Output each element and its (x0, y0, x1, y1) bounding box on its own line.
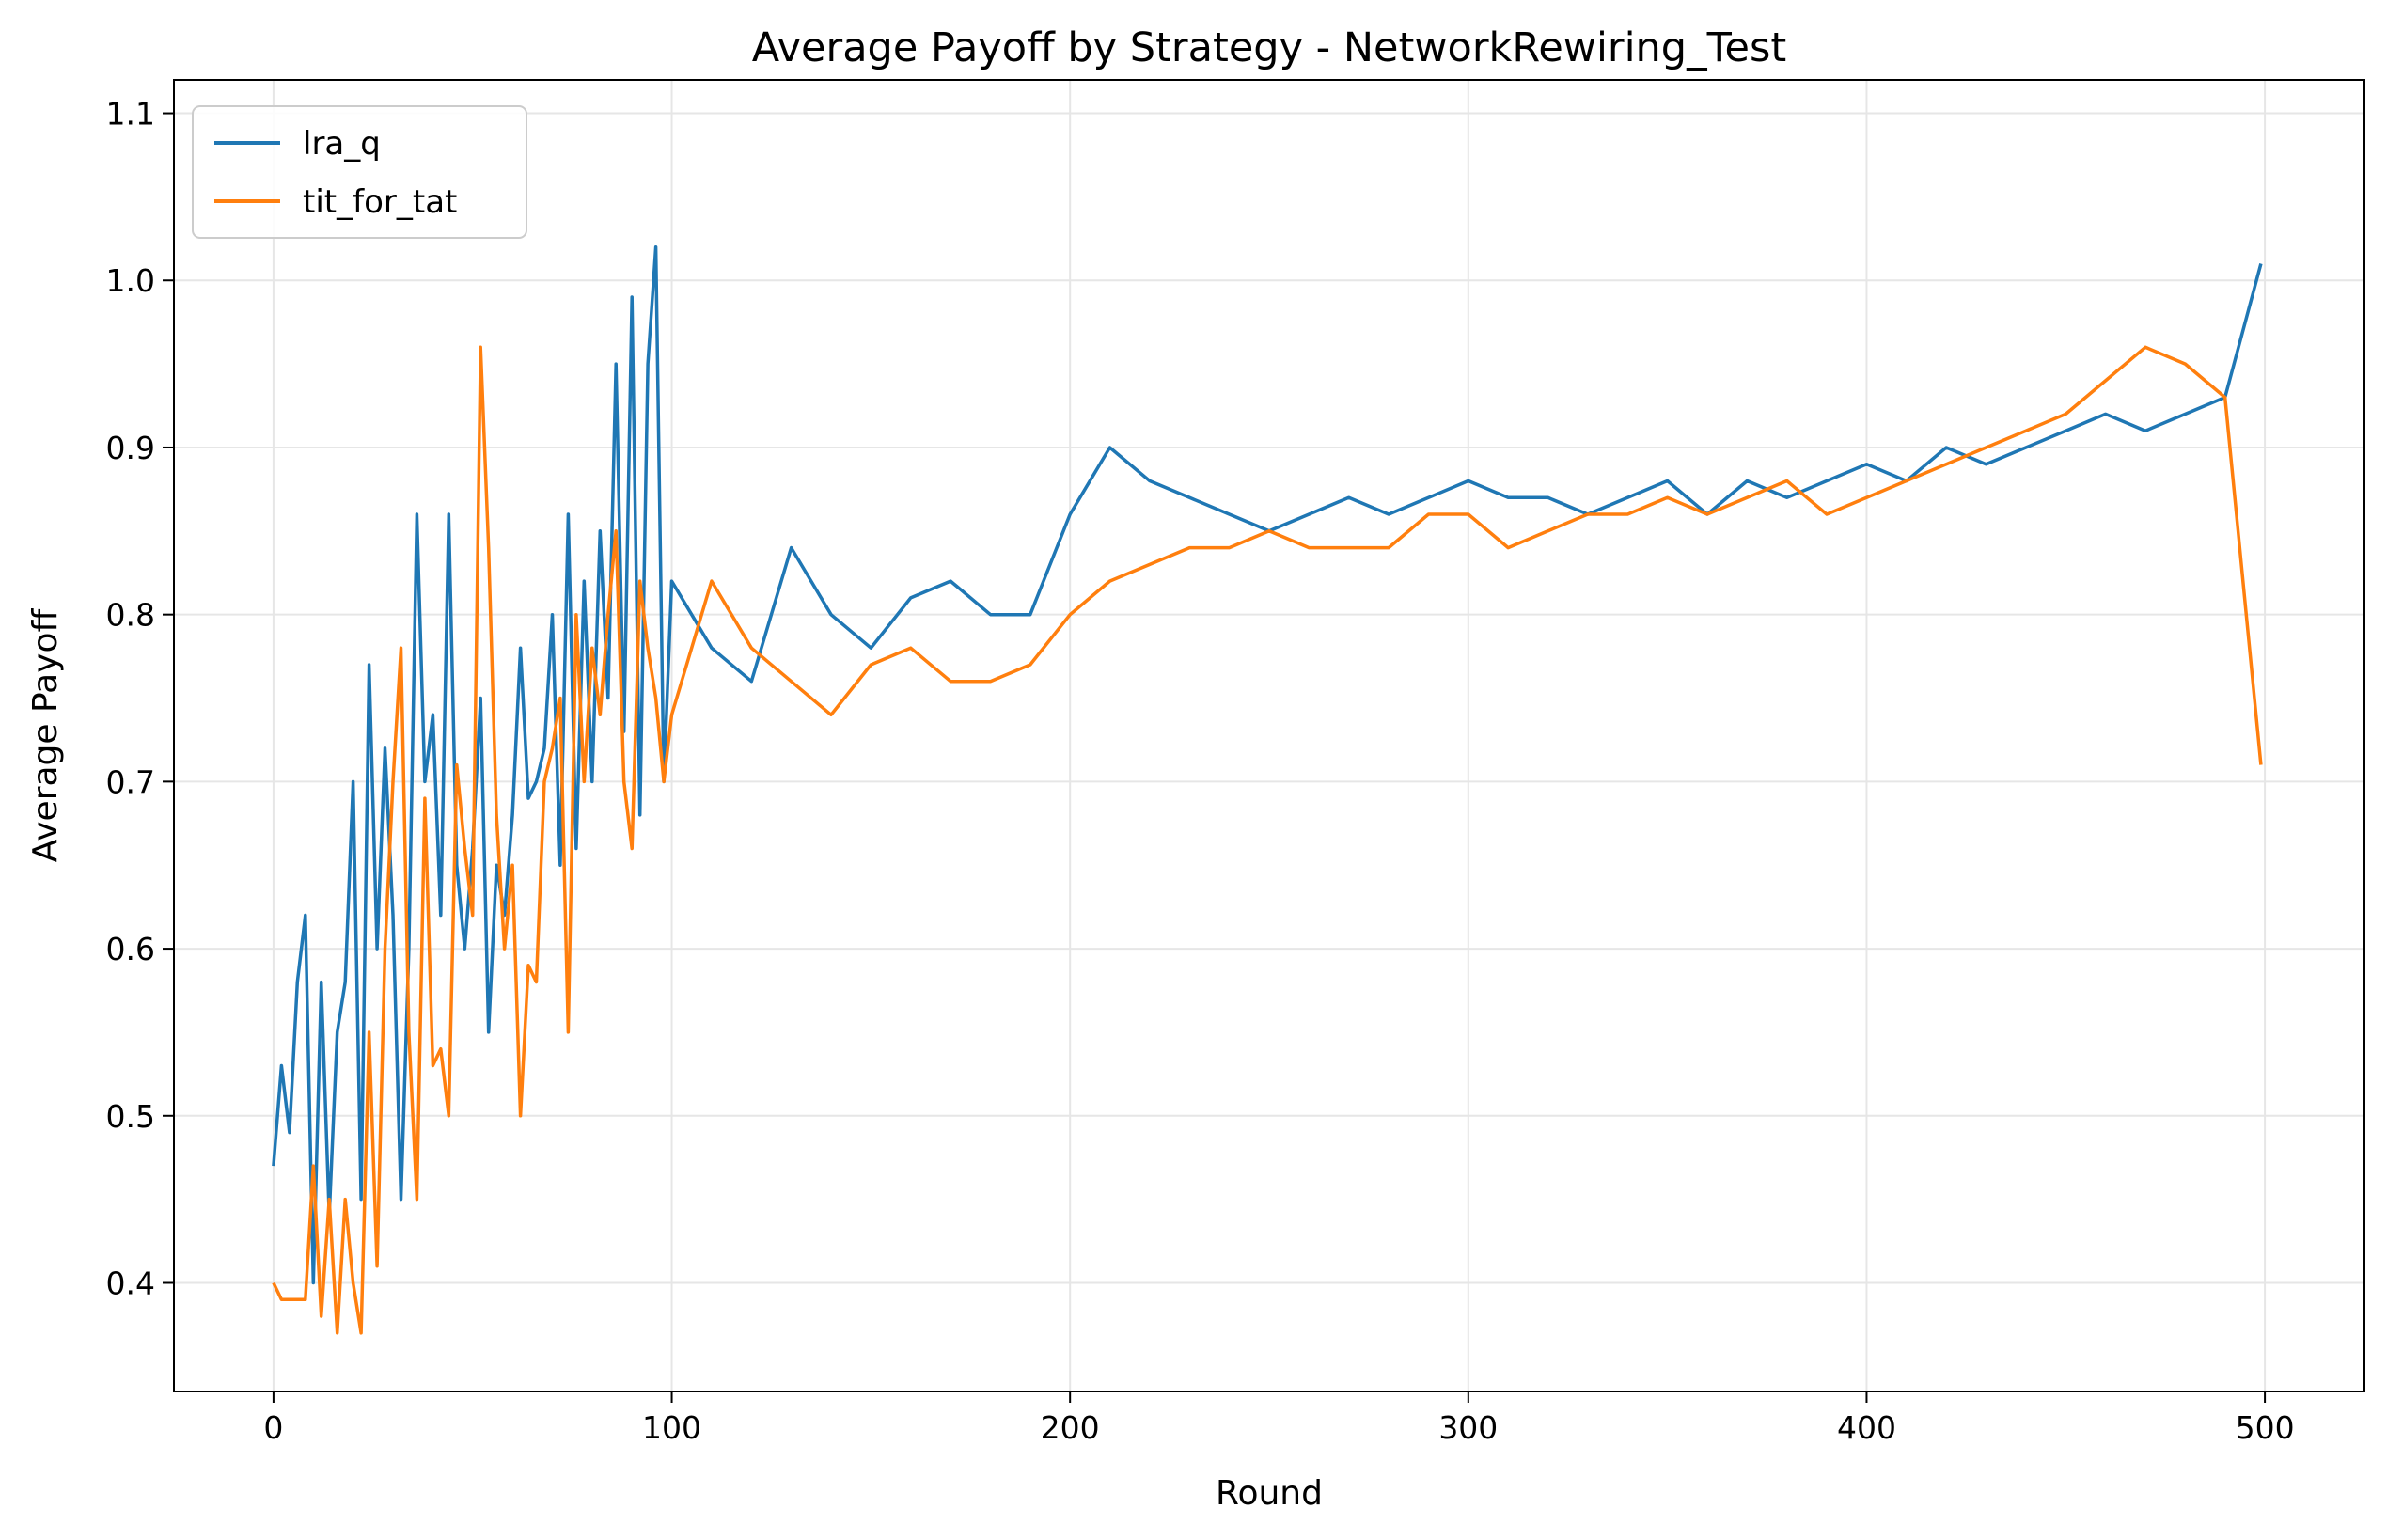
x-tick-label: 300 (1438, 1409, 1498, 1446)
x-tick-label: 400 (1837, 1409, 1896, 1446)
plot-frame (173, 79, 2365, 1392)
series-layer (272, 244, 2263, 1335)
series-line-lra_q (272, 244, 2263, 1285)
series-line-tit_for_tat (272, 345, 2263, 1335)
y-tick-label: 0.7 (106, 763, 155, 800)
x-axis: 0 100 200 300 400 500 (263, 1391, 2295, 1446)
x-tick-label: 0 (263, 1409, 283, 1446)
y-axis: 0.4 0.5 0.6 0.7 0.8 0.9 1.0 1.1 (106, 96, 174, 1301)
y-tick-label: 1.0 (106, 262, 155, 299)
y-axis-label: Average Payoff (26, 608, 65, 863)
y-tick-label: 0.9 (106, 430, 155, 466)
legend-box (192, 105, 527, 239)
legend: lra_q tit_for_tat (192, 105, 527, 239)
chart-title: Average Payoff by Strategy - NetworkRewi… (752, 24, 1787, 71)
y-tick-label: 0.4 (106, 1265, 155, 1301)
y-tick-label: 1.1 (106, 96, 155, 133)
y-tick-label: 0.8 (106, 597, 155, 634)
legend-label-tit_for_tat: tit_for_tat (303, 183, 457, 221)
y-tick-label: 0.6 (106, 931, 155, 967)
x-tick-label: 500 (2236, 1409, 2295, 1446)
x-tick-label: 100 (642, 1409, 701, 1446)
y-tick-label: 0.5 (106, 1098, 155, 1135)
legend-label-lra_q: lra_q (303, 125, 381, 163)
x-tick-label: 200 (1041, 1409, 1100, 1446)
x-axis-label: Round (1216, 1474, 1323, 1513)
